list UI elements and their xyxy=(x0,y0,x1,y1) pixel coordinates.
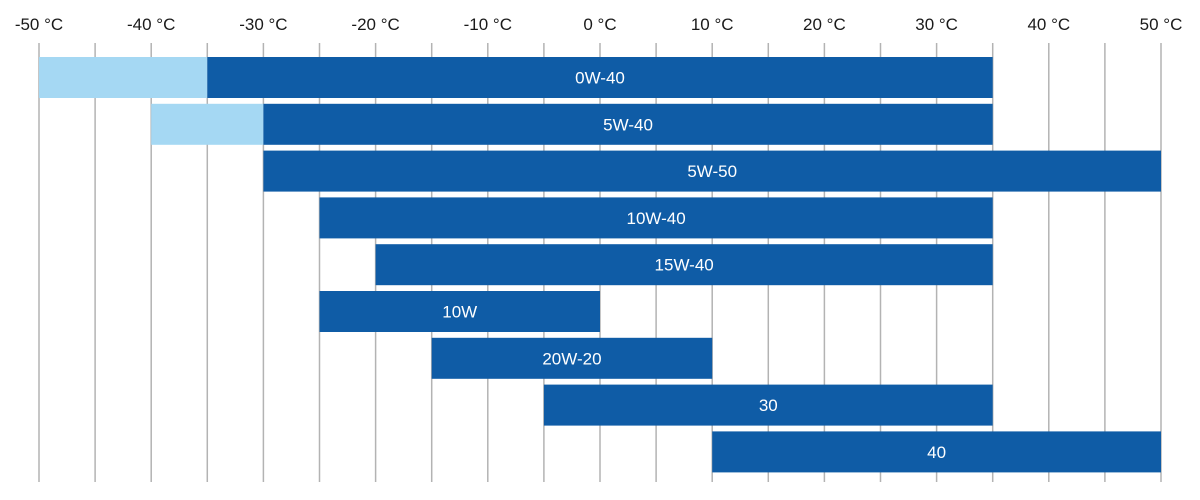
bar xyxy=(319,197,993,239)
x-tick-label: -40 °C xyxy=(127,15,175,34)
x-tick-label: 50 °C xyxy=(1140,15,1183,34)
x-axis-tick-labels: -50 °C -40 °C -30 °C -20 °C -10 °C 0 °C 10 °C 2… xyxy=(15,15,1183,34)
bar-label: 5W-40 xyxy=(603,115,653,134)
x-tick-label: -20 °C xyxy=(351,15,399,34)
bar xyxy=(431,337,713,379)
bar-label: 20W-20 xyxy=(542,349,601,368)
bar-label: 30 xyxy=(759,396,778,415)
bar-extended-range xyxy=(151,103,264,145)
bar xyxy=(543,384,993,426)
bar xyxy=(319,291,600,332)
bar-label: 5W-50 xyxy=(687,162,737,181)
bar xyxy=(263,150,1161,192)
bar xyxy=(712,431,1161,473)
x-tick-label: 30 °C xyxy=(915,15,958,34)
bar-label: 10W xyxy=(442,303,477,322)
x-tick-label: 20 °C xyxy=(803,15,846,34)
bar-label: 0W-40 xyxy=(575,69,625,88)
x-tick-label: -30 °C xyxy=(239,15,287,34)
x-tick-label: 0 °C xyxy=(583,15,616,34)
bar xyxy=(263,103,993,145)
bar xyxy=(207,57,993,98)
bar-label: 15W-40 xyxy=(655,256,714,275)
x-tick-label: 40 °C xyxy=(1027,15,1070,34)
bar-label: 40 xyxy=(927,443,946,462)
x-tick-label: 10 °C xyxy=(691,15,734,34)
bar-label: 10W-40 xyxy=(626,209,685,228)
x-tick-label: -50 °C xyxy=(15,15,63,34)
x-tick-label: -10 °C xyxy=(464,15,512,34)
bar xyxy=(375,244,993,286)
bar-extended-range xyxy=(39,57,208,98)
viscosity-bars: 0W-40 5W-40 5W-50 10W-40 15W-40 10W 20W-20 30 40 xyxy=(39,57,1161,473)
